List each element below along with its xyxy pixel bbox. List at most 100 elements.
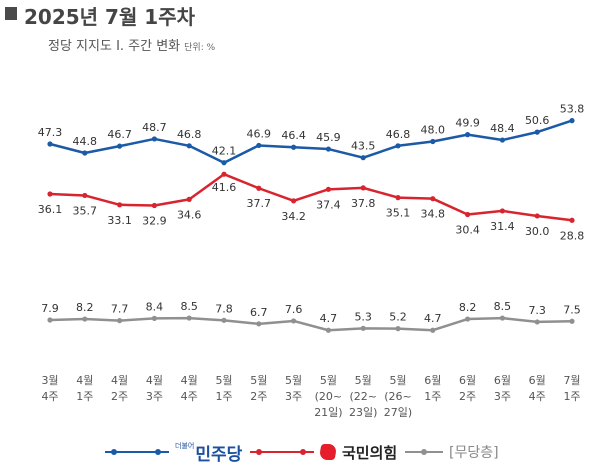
x-tick-label: 3주 (146, 390, 163, 403)
data-label-none: 7.9 (41, 302, 59, 315)
data-point-ppp (325, 186, 331, 192)
data-point-ppp (569, 217, 575, 223)
data-label-none: 5.2 (389, 311, 407, 324)
legend-democratic[interactable]: 더불어 민주당 (105, 432, 242, 472)
legend-ppp[interactable]: 국민의힘 (250, 432, 397, 472)
page-title: 2025년 7월 1주차 (24, 5, 196, 29)
data-point-none (569, 318, 575, 324)
data-point-none (221, 317, 227, 323)
data-point-ppp (82, 192, 88, 199)
x-tick-label: 4주 (41, 390, 58, 403)
series-line-none (49, 316, 573, 332)
x-tick-label: 2주 (459, 390, 476, 403)
data-point-none (117, 318, 123, 324)
data-point-democratic (430, 138, 436, 145)
x-tick-label: 4월 (76, 374, 93, 387)
data-label-democratic: 46.8 (386, 128, 411, 141)
x-tick-label: 3주 (285, 390, 302, 403)
data-label-democratic: 47.3 (38, 126, 63, 139)
legend-line-ppp (250, 447, 314, 457)
x-tick-label: 6월 (459, 374, 476, 387)
data-label-none: 6.7 (250, 306, 268, 319)
data-point-democratic (499, 137, 505, 143)
data-label-ppp: 34.6 (177, 208, 202, 221)
data-point-democratic (569, 118, 575, 124)
x-tick-label: (20~ (315, 390, 343, 403)
data-point-democratic (325, 146, 331, 152)
legend-none[interactable]: [무당층] (405, 432, 499, 472)
x-tick-label: 1주 (76, 390, 93, 403)
x-tick-label: 1주 (563, 390, 580, 403)
data-label-ppp: 30.4 (455, 224, 480, 237)
x-tick-label: 6월 (424, 374, 441, 387)
data-point-none (395, 326, 401, 332)
data-label-democratic: 48.4 (490, 122, 515, 135)
x-tick-label: 7월 (563, 374, 580, 387)
data-point-ppp (534, 213, 540, 219)
data-point-none (256, 321, 262, 327)
x-tick-label: 21일) (314, 405, 342, 419)
data-label-none: 4.7 (320, 312, 338, 325)
data-point-democratic (395, 143, 401, 149)
data-point-democratic (47, 141, 53, 147)
data-point-democratic (360, 155, 366, 161)
data-point-ppp (499, 208, 505, 214)
x-tick-label: 2주 (111, 390, 128, 403)
data-label-ppp: 31.4 (490, 220, 515, 233)
data-point-none (186, 315, 192, 321)
data-point-none (151, 315, 157, 321)
data-label-democratic: 46.8 (177, 128, 202, 141)
x-tick-label: 6월 (529, 374, 546, 387)
header-square-icon (5, 7, 17, 20)
data-label-democratic: 46.7 (107, 128, 132, 141)
data-point-ppp (117, 202, 123, 208)
legend-line-democratic (105, 447, 169, 457)
data-point-none (325, 327, 331, 333)
data-point-ppp (47, 191, 53, 197)
data-point-democratic (186, 143, 192, 149)
data-label-ppp: 32.9 (142, 215, 167, 228)
data-label-ppp: 30.0 (525, 225, 550, 238)
chart-subtitle: 정당 지지도 Ⅰ. 주간 변화 단위: % (48, 35, 215, 54)
data-label-democratic: 53.8 (560, 103, 585, 116)
x-tick-label: 4월 (111, 374, 128, 387)
data-point-none (360, 325, 366, 331)
data-label-ppp: 37.8 (351, 197, 376, 210)
data-point-none (82, 316, 88, 322)
data-label-democratic: 46.9 (247, 127, 272, 140)
data-point-democratic (117, 143, 123, 149)
data-point-none (534, 319, 540, 325)
x-tick-label: 4월 (181, 374, 198, 387)
data-label-ppp: 34.8 (421, 208, 446, 221)
data-point-ppp (395, 195, 401, 201)
data-label-ppp: 41.6 (212, 181, 237, 194)
series-line-democratic (49, 119, 573, 164)
x-tick-label: 4주 (529, 390, 546, 403)
data-point-democratic (291, 144, 297, 150)
data-label-democratic: 48.0 (421, 123, 446, 136)
x-tick-label: 1주 (424, 390, 441, 403)
x-tick-label: 6월 (494, 374, 511, 387)
data-label-ppp: 34.2 (281, 210, 306, 223)
data-label-democratic: 45.9 (316, 131, 341, 144)
data-label-ppp: 35.1 (386, 207, 411, 220)
data-point-ppp (430, 196, 436, 202)
legend-line-none (405, 447, 443, 457)
data-point-none (430, 327, 436, 333)
legend-democratic-prefix: 더불어 (175, 442, 195, 450)
data-point-ppp (291, 198, 297, 204)
data-label-none: 7.5 (563, 303, 581, 316)
x-tick-label: 4월 (146, 374, 163, 387)
data-point-none (47, 317, 53, 323)
data-label-democratic: 46.4 (281, 129, 306, 142)
data-label-democratic: 48.7 (142, 121, 167, 134)
data-point-ppp (360, 185, 366, 191)
data-label-ppp: 37.7 (247, 197, 272, 210)
legend-none-label: [무당층] (449, 445, 499, 461)
data-point-democratic (534, 129, 540, 135)
data-point-ppp (465, 211, 471, 218)
data-label-democratic: 42.1 (212, 145, 237, 158)
x-tick-label: 5월 (250, 374, 267, 387)
x-tick-label: 1주 (215, 390, 232, 403)
data-label-none: 8.5 (494, 300, 512, 313)
